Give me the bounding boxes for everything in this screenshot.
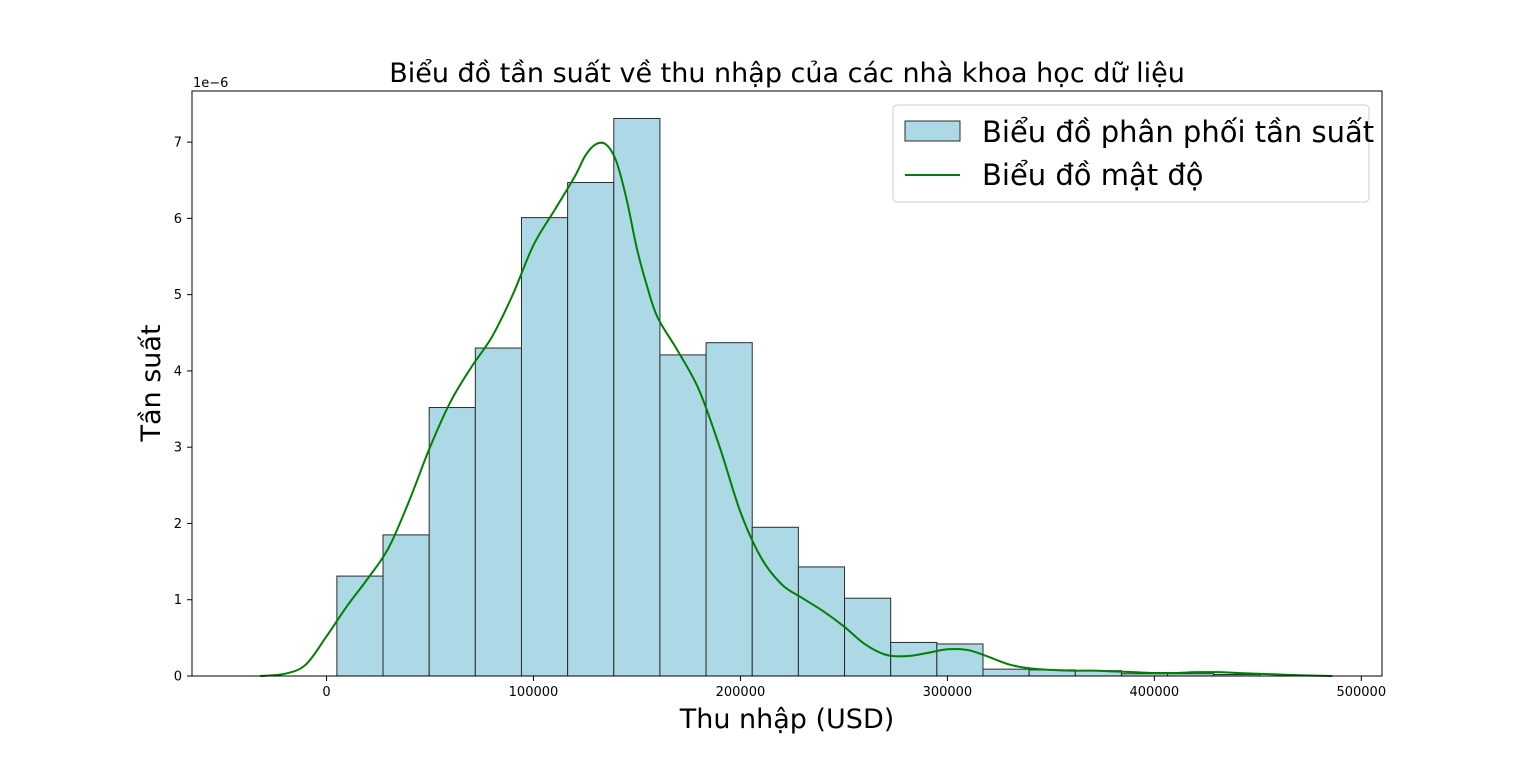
legend-histogram-swatch (904, 120, 961, 142)
histogram-bar (382, 534, 430, 677)
histogram-bar (474, 347, 522, 677)
histogram-bar (567, 182, 615, 677)
axes (191, 90, 1383, 677)
y-tick-label: 6 (174, 212, 182, 227)
y-axis-label: Tần suất (136, 324, 167, 442)
x-axis-ticks: 0 100000 200000 300000 400000 500000 (322, 676, 1386, 700)
y-axis-ticks: 0 1 2 3 4 5 6 7 (174, 136, 192, 685)
histogram-bar (659, 354, 707, 677)
x-axis-label: Thu nhập (USD) (679, 704, 895, 735)
x-tick-label: 500000 (1336, 685, 1386, 700)
y-tick-label: 7 (174, 136, 182, 151)
histogram-bar (982, 668, 1030, 677)
y-tick-label: 2 (174, 517, 182, 532)
chart-title: Biểu đồ tần suất về thu nhập của các nhà… (389, 58, 1185, 89)
histogram-bar (520, 217, 569, 677)
histogram-bar (613, 117, 661, 677)
y-tick-label: 3 (174, 441, 182, 456)
plot-frame (191, 90, 1383, 677)
x-tick-label: 200000 (716, 685, 766, 700)
y-tick-label: 1 (174, 593, 182, 608)
histogram-bar (428, 407, 476, 677)
y-tick-label: 4 (174, 364, 182, 379)
histogram-bar (844, 597, 892, 677)
legend-density-label: Biểu đồ mật độ (982, 158, 1204, 192)
histogram-bar (336, 575, 384, 677)
legend-frame (892, 104, 1370, 203)
histogram-bars (336, 117, 1261, 677)
density-line (260, 141, 1333, 677)
legend: Biểu đồ phân phối tần suất Biểu đồ mật đ… (892, 104, 1374, 203)
x-tick-label: 400000 (1130, 685, 1180, 700)
y-tick-label: 5 (174, 288, 182, 303)
histogram-bar (890, 641, 938, 677)
y-axis-offset-text: 1e−6 (193, 76, 228, 91)
legend-histogram-label: Biểu đồ phân phối tần suất (982, 115, 1374, 149)
x-tick-label: 300000 (923, 685, 973, 700)
density-curve-group (260, 141, 1333, 677)
x-tick-label: 100000 (509, 685, 559, 700)
histogram-bar (751, 526, 799, 677)
x-tick-label: 0 (322, 685, 330, 700)
histogram-bar (705, 342, 753, 677)
y-tick-label: 0 (174, 670, 182, 685)
